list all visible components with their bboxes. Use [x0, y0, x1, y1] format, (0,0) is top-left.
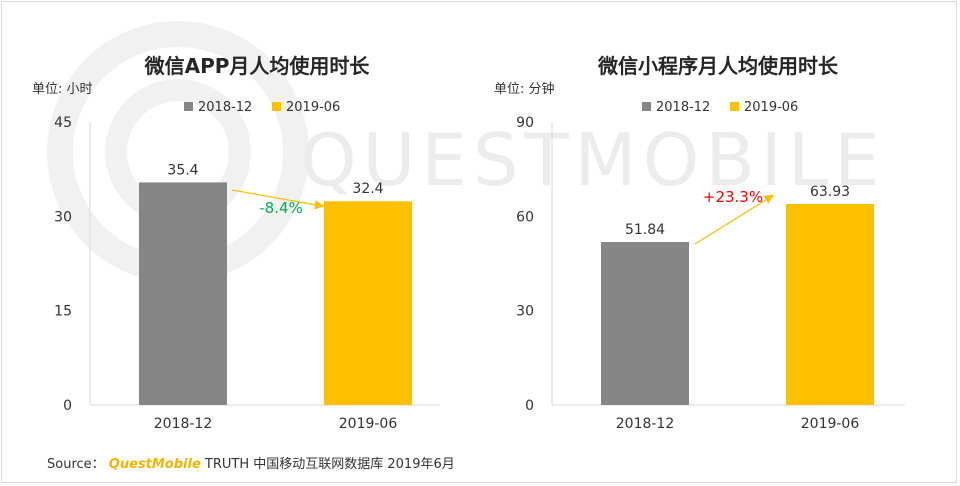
change-arrow	[694, 194, 775, 245]
chart-title: 微信APP月人均使用时长	[144, 54, 371, 78]
bar-value-label: 63.93	[810, 184, 850, 200]
bar-value-label: 35.4	[167, 162, 198, 178]
x-tick-label: 2019-06	[801, 416, 860, 432]
unit-label: 单位: 小时	[32, 82, 93, 97]
change-label: -8.4%	[259, 199, 303, 217]
y-tick-label: 45	[54, 115, 72, 131]
legend-swatch	[730, 102, 739, 111]
bar	[601, 241, 689, 405]
y-tick-label: 60	[516, 209, 534, 225]
x-tick-label: 2018-12	[154, 416, 213, 432]
bar-value-label: 32.4	[352, 181, 383, 197]
bar-value-label: 51.84	[625, 222, 665, 238]
bar	[324, 201, 412, 405]
change-label: +23.3%	[703, 188, 763, 206]
x-tick-label: 2019-06	[339, 416, 398, 432]
source-line: Source： QuestMobile TRUTH 中国移动互联网数据库 201…	[47, 453, 455, 472]
source-label: Source：	[47, 457, 105, 472]
source-brand: QuestMobile	[108, 457, 201, 472]
bar	[786, 203, 874, 405]
legend-swatch	[184, 102, 193, 111]
unit-label: 单位: 分钟	[494, 81, 555, 97]
change-arrow	[231, 189, 325, 210]
y-tick-label: 30	[516, 304, 534, 320]
y-tick-label: 30	[54, 209, 72, 225]
y-tick-label: 0	[63, 398, 72, 414]
x-tick-label: 2018-12	[616, 416, 675, 432]
legend-label: 2019-06	[286, 100, 340, 115]
bar	[139, 182, 227, 405]
legend-swatch	[642, 102, 651, 111]
source-text: TRUTH 中国移动互联网数据库 2019年6月	[204, 457, 455, 472]
y-tick-label: 15	[54, 304, 72, 320]
legend-label: 2018-12	[656, 100, 710, 115]
chart-title: 微信小程序月人均使用时长	[597, 54, 839, 78]
legend-swatch	[272, 102, 281, 111]
y-tick-label: 0	[525, 398, 534, 414]
legend-label: 2018-12	[198, 100, 252, 115]
y-tick-label: 90	[516, 115, 534, 131]
legend-label: 2019-06	[744, 100, 798, 115]
